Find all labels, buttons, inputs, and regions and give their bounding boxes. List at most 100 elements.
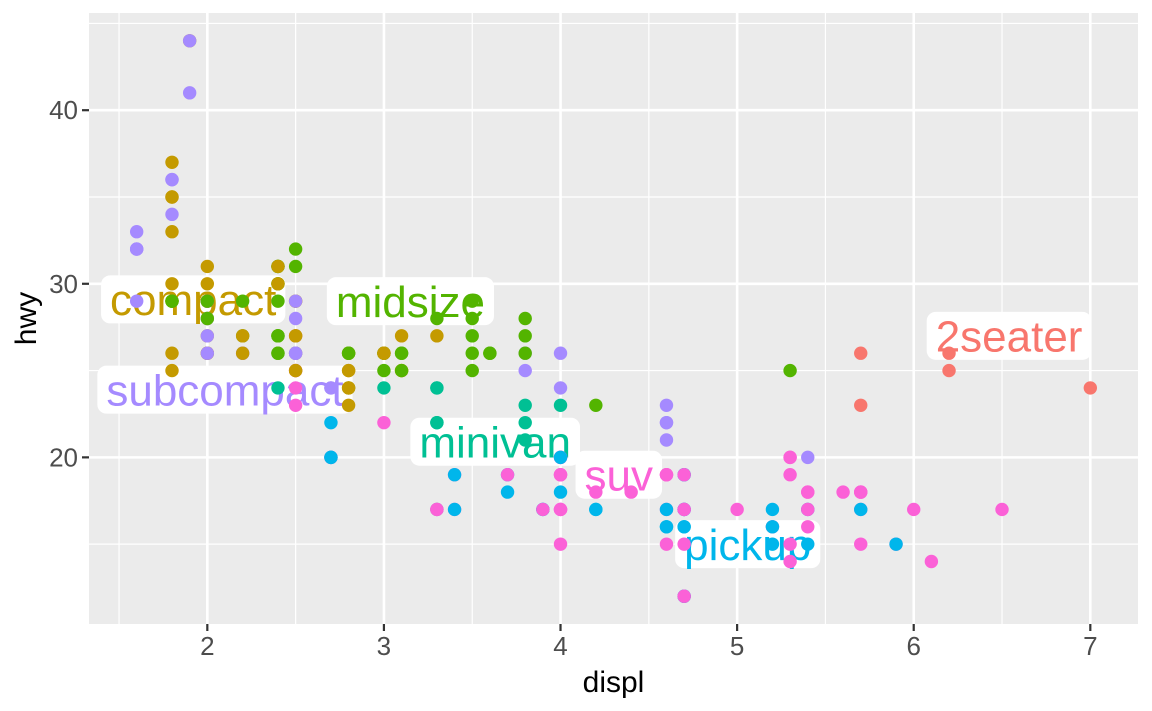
data-point-compact — [165, 155, 179, 169]
data-point-suv — [730, 502, 744, 517]
class-label-pickup: pickup — [675, 520, 821, 570]
data-point-subcompact — [182, 86, 197, 100]
data-point-midsize — [200, 294, 215, 308]
data-point-subcompact — [165, 207, 179, 222]
data-point-suv — [553, 502, 568, 517]
data-point-midsize — [288, 242, 303, 256]
data-point-subcompact — [200, 329, 215, 343]
class-label-box — [410, 417, 580, 466]
data-point-suv — [854, 485, 868, 499]
data-point-suv — [801, 520, 815, 534]
data-point-suv — [995, 502, 1009, 517]
data-point-suv — [677, 502, 691, 517]
y-tick-label: 20 — [49, 442, 78, 472]
data-point-suv — [536, 502, 550, 517]
data-point-suv — [677, 589, 691, 603]
data-point-pickup — [659, 520, 674, 534]
data-point-suv — [553, 537, 568, 551]
data-point-pickup — [553, 485, 568, 499]
data-point-compact — [200, 259, 215, 274]
data-point-2seater — [1083, 381, 1098, 395]
data-point-subcompact — [553, 346, 568, 360]
data-point-compact — [165, 346, 179, 360]
data-point-subcompact — [518, 363, 532, 378]
data-point-midsize — [783, 363, 797, 378]
data-point-minivan — [377, 381, 391, 395]
data-point-suv — [801, 485, 815, 499]
class-label-box — [926, 311, 1092, 360]
x-tick-label: 5 — [730, 631, 744, 661]
data-point-midsize — [465, 363, 479, 378]
data-point-midsize — [377, 363, 391, 378]
data-point-suv — [553, 468, 568, 482]
data-point-pickup — [889, 537, 903, 551]
data-point-compact — [235, 346, 250, 360]
data-point-pickup — [500, 485, 515, 499]
data-point-minivan — [553, 398, 568, 412]
data-point-compact — [271, 277, 285, 291]
data-point-suv — [783, 554, 797, 569]
class-label-text: midsize — [336, 278, 485, 327]
data-point-minivan — [430, 381, 444, 395]
data-point-subcompact — [200, 346, 215, 360]
data-point-midsize — [518, 346, 532, 360]
data-point-pickup — [801, 537, 815, 551]
data-point-suv — [783, 450, 797, 465]
x-tick-label: 4 — [553, 631, 567, 661]
data-point-compact — [165, 363, 179, 378]
data-point-2seater — [854, 346, 868, 360]
data-point-midsize — [288, 259, 303, 274]
data-point-2seater — [854, 398, 868, 412]
data-point-midsize — [465, 294, 479, 308]
data-point-midsize — [589, 398, 603, 412]
data-point-midsize — [465, 346, 479, 360]
data-point-midsize — [271, 294, 285, 308]
y-tick-label: 30 — [49, 269, 78, 299]
data-point-compact — [288, 363, 303, 378]
data-point-compact — [200, 277, 215, 291]
data-point-midsize — [394, 363, 409, 378]
data-point-subcompact — [288, 311, 303, 326]
data-point-compact — [165, 190, 179, 204]
data-point-suv — [589, 485, 603, 499]
data-point-subcompact — [801, 450, 815, 465]
data-point-subcompact — [659, 415, 674, 430]
data-point-minivan — [271, 381, 285, 395]
data-point-suv — [500, 468, 515, 482]
data-point-compact — [271, 259, 285, 274]
axis-tick-marks — [82, 109, 1092, 631]
data-point-pickup — [659, 502, 674, 517]
data-point-midsize — [465, 311, 479, 326]
x-axis-title: displ — [583, 666, 645, 699]
data-point-pickup — [447, 468, 462, 482]
y-tick-label: 40 — [49, 95, 78, 125]
data-point-suv — [783, 468, 797, 482]
class-label-compact: compact — [101, 275, 286, 325]
data-point-suv — [288, 398, 303, 412]
x-tick-label: 2 — [200, 631, 214, 661]
class-labels: compact midsize subcompact minivansuvpickup… — [97, 275, 1092, 570]
data-point-suv — [377, 415, 391, 430]
class-label-text: minivan — [419, 418, 571, 467]
data-points — [129, 34, 1098, 603]
data-point-compact — [430, 329, 444, 343]
class-label-2seater: 2seater — [926, 311, 1092, 361]
data-point-2seater — [942, 363, 956, 378]
data-point-pickup — [765, 537, 780, 551]
data-point-minivan — [518, 398, 532, 412]
class-label-suv: suv — [575, 450, 663, 500]
data-point-suv — [677, 468, 691, 482]
data-point-minivan — [430, 415, 444, 430]
data-point-suv — [288, 381, 303, 395]
data-point-pickup — [324, 415, 338, 430]
data-point-suv — [430, 502, 444, 517]
class-label-box — [101, 275, 286, 324]
data-point-midsize — [341, 346, 356, 360]
data-point-subcompact — [288, 294, 303, 308]
x-tick-label: 6 — [906, 631, 920, 661]
data-point-subcompact — [129, 242, 144, 256]
data-point-suv — [783, 537, 797, 551]
data-point-subcompact — [129, 225, 144, 239]
class-label-minivan: minivan — [410, 417, 580, 467]
